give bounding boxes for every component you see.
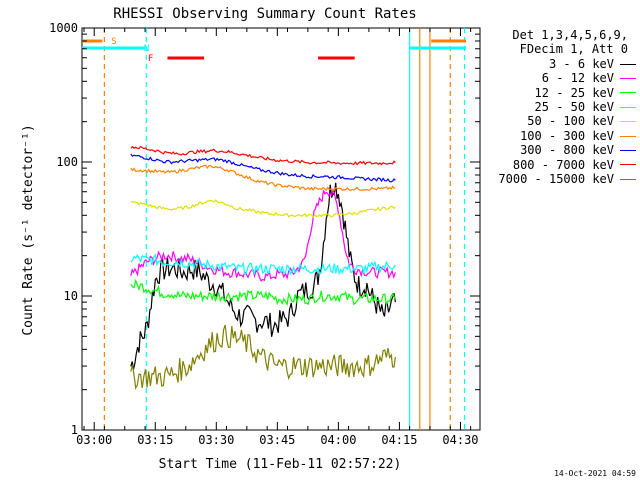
legend-swatch: [620, 149, 636, 151]
legend-swatch: [620, 106, 636, 108]
legend-label: 7000 - 15000 keV: [498, 172, 614, 187]
legend-entry: 7000 - 15000 keV: [478, 172, 636, 186]
y-axis-ticks: 1 10 100 1000: [49, 21, 480, 437]
legend-label: 800 - 7000 keV: [512, 157, 614, 172]
legend-header-line-1: Det 1,3,4,5,6,9,: [512, 28, 628, 42]
timestamp: 14-Oct-2021 04:59: [554, 469, 636, 478]
legend-label: 50 - 100 keV: [527, 114, 614, 129]
series-25-50-kev: [130, 253, 396, 276]
x-tick-label: 04:15: [381, 433, 417, 447]
y-tick-label: 1: [71, 423, 78, 437]
legend-swatch: [620, 121, 636, 123]
x-tick-label: 03:30: [198, 433, 234, 447]
legend-entry: 6 - 12 keV: [478, 71, 636, 85]
plot-area: S NF: [81, 27, 481, 431]
y-axis-label: Count Rate (s⁻¹ detector⁻¹): [21, 124, 36, 335]
x-tick-label: 04:30: [442, 433, 478, 447]
legend-label: 100 - 300 keV: [520, 128, 614, 143]
x-tick-label: 03:00: [76, 433, 112, 447]
series-300-800-kev: [130, 153, 396, 183]
chart-title: RHESSI Observing Summary Count Rates: [113, 6, 416, 22]
y-tick-label: 1000: [49, 21, 78, 35]
legend-label: 12 - 25 keV: [534, 85, 614, 100]
legend-label: 3 - 6 keV: [548, 56, 614, 71]
legend-swatch: [620, 77, 636, 79]
legend-label: 300 - 800 keV: [520, 143, 614, 158]
series-50-100-kev: [130, 199, 396, 218]
x-axis-ticks: 03:00 03:15 03:30 03:45 04:00 04:15 04:30: [76, 28, 479, 447]
series-7000-15000-kev: [130, 324, 396, 391]
series-3-6-kev: [130, 182, 396, 370]
legend-entry: 100 - 300 keV: [478, 129, 636, 143]
series-100-300-kev: [130, 164, 396, 192]
plot-frame: [81, 27, 481, 431]
x-tick-label: 03:45: [259, 433, 295, 447]
legend-entry: 800 - 7000 keV: [478, 158, 636, 172]
x-tick-label: 03:15: [137, 433, 173, 447]
annotation-n: N: [144, 44, 149, 54]
legend-label: 6 - 12 keV: [541, 71, 614, 86]
legend-entry: 12 - 25 keV: [478, 86, 636, 100]
legend-entry: 300 - 800 keV: [478, 143, 636, 157]
legend-label: 25 - 50 keV: [534, 100, 614, 115]
legend-entry: 3 - 6 keV: [478, 57, 636, 71]
legend-entry: 50 - 100 keV: [478, 114, 636, 128]
x-tick-label: 04:00: [320, 433, 356, 447]
y-tick-label: 10: [64, 289, 78, 303]
legend: Det 1,3,4,5,6,9, FDecim 1, Att 0 3 - 6 k…: [478, 28, 636, 186]
legend-swatch: [620, 178, 636, 180]
annotation-s: S: [111, 37, 116, 47]
legend-header-line-2: FDecim 1, Att 0: [519, 42, 628, 57]
y-tick-label: 100: [56, 155, 78, 169]
series-800-7000-kev: [130, 145, 396, 166]
x-axis-label: Start Time (11-Feb-11 02:57:22): [159, 457, 402, 472]
series-6-12-kev: [130, 188, 396, 282]
legend-swatch: [620, 135, 636, 137]
legend-swatch: [620, 63, 636, 65]
legend-swatch: [620, 164, 636, 166]
legend-entry: 25 - 50 keV: [478, 100, 636, 114]
annotation-f: F: [148, 54, 153, 64]
legend-swatch: [620, 92, 636, 94]
series-12-25-kev: [130, 278, 396, 307]
